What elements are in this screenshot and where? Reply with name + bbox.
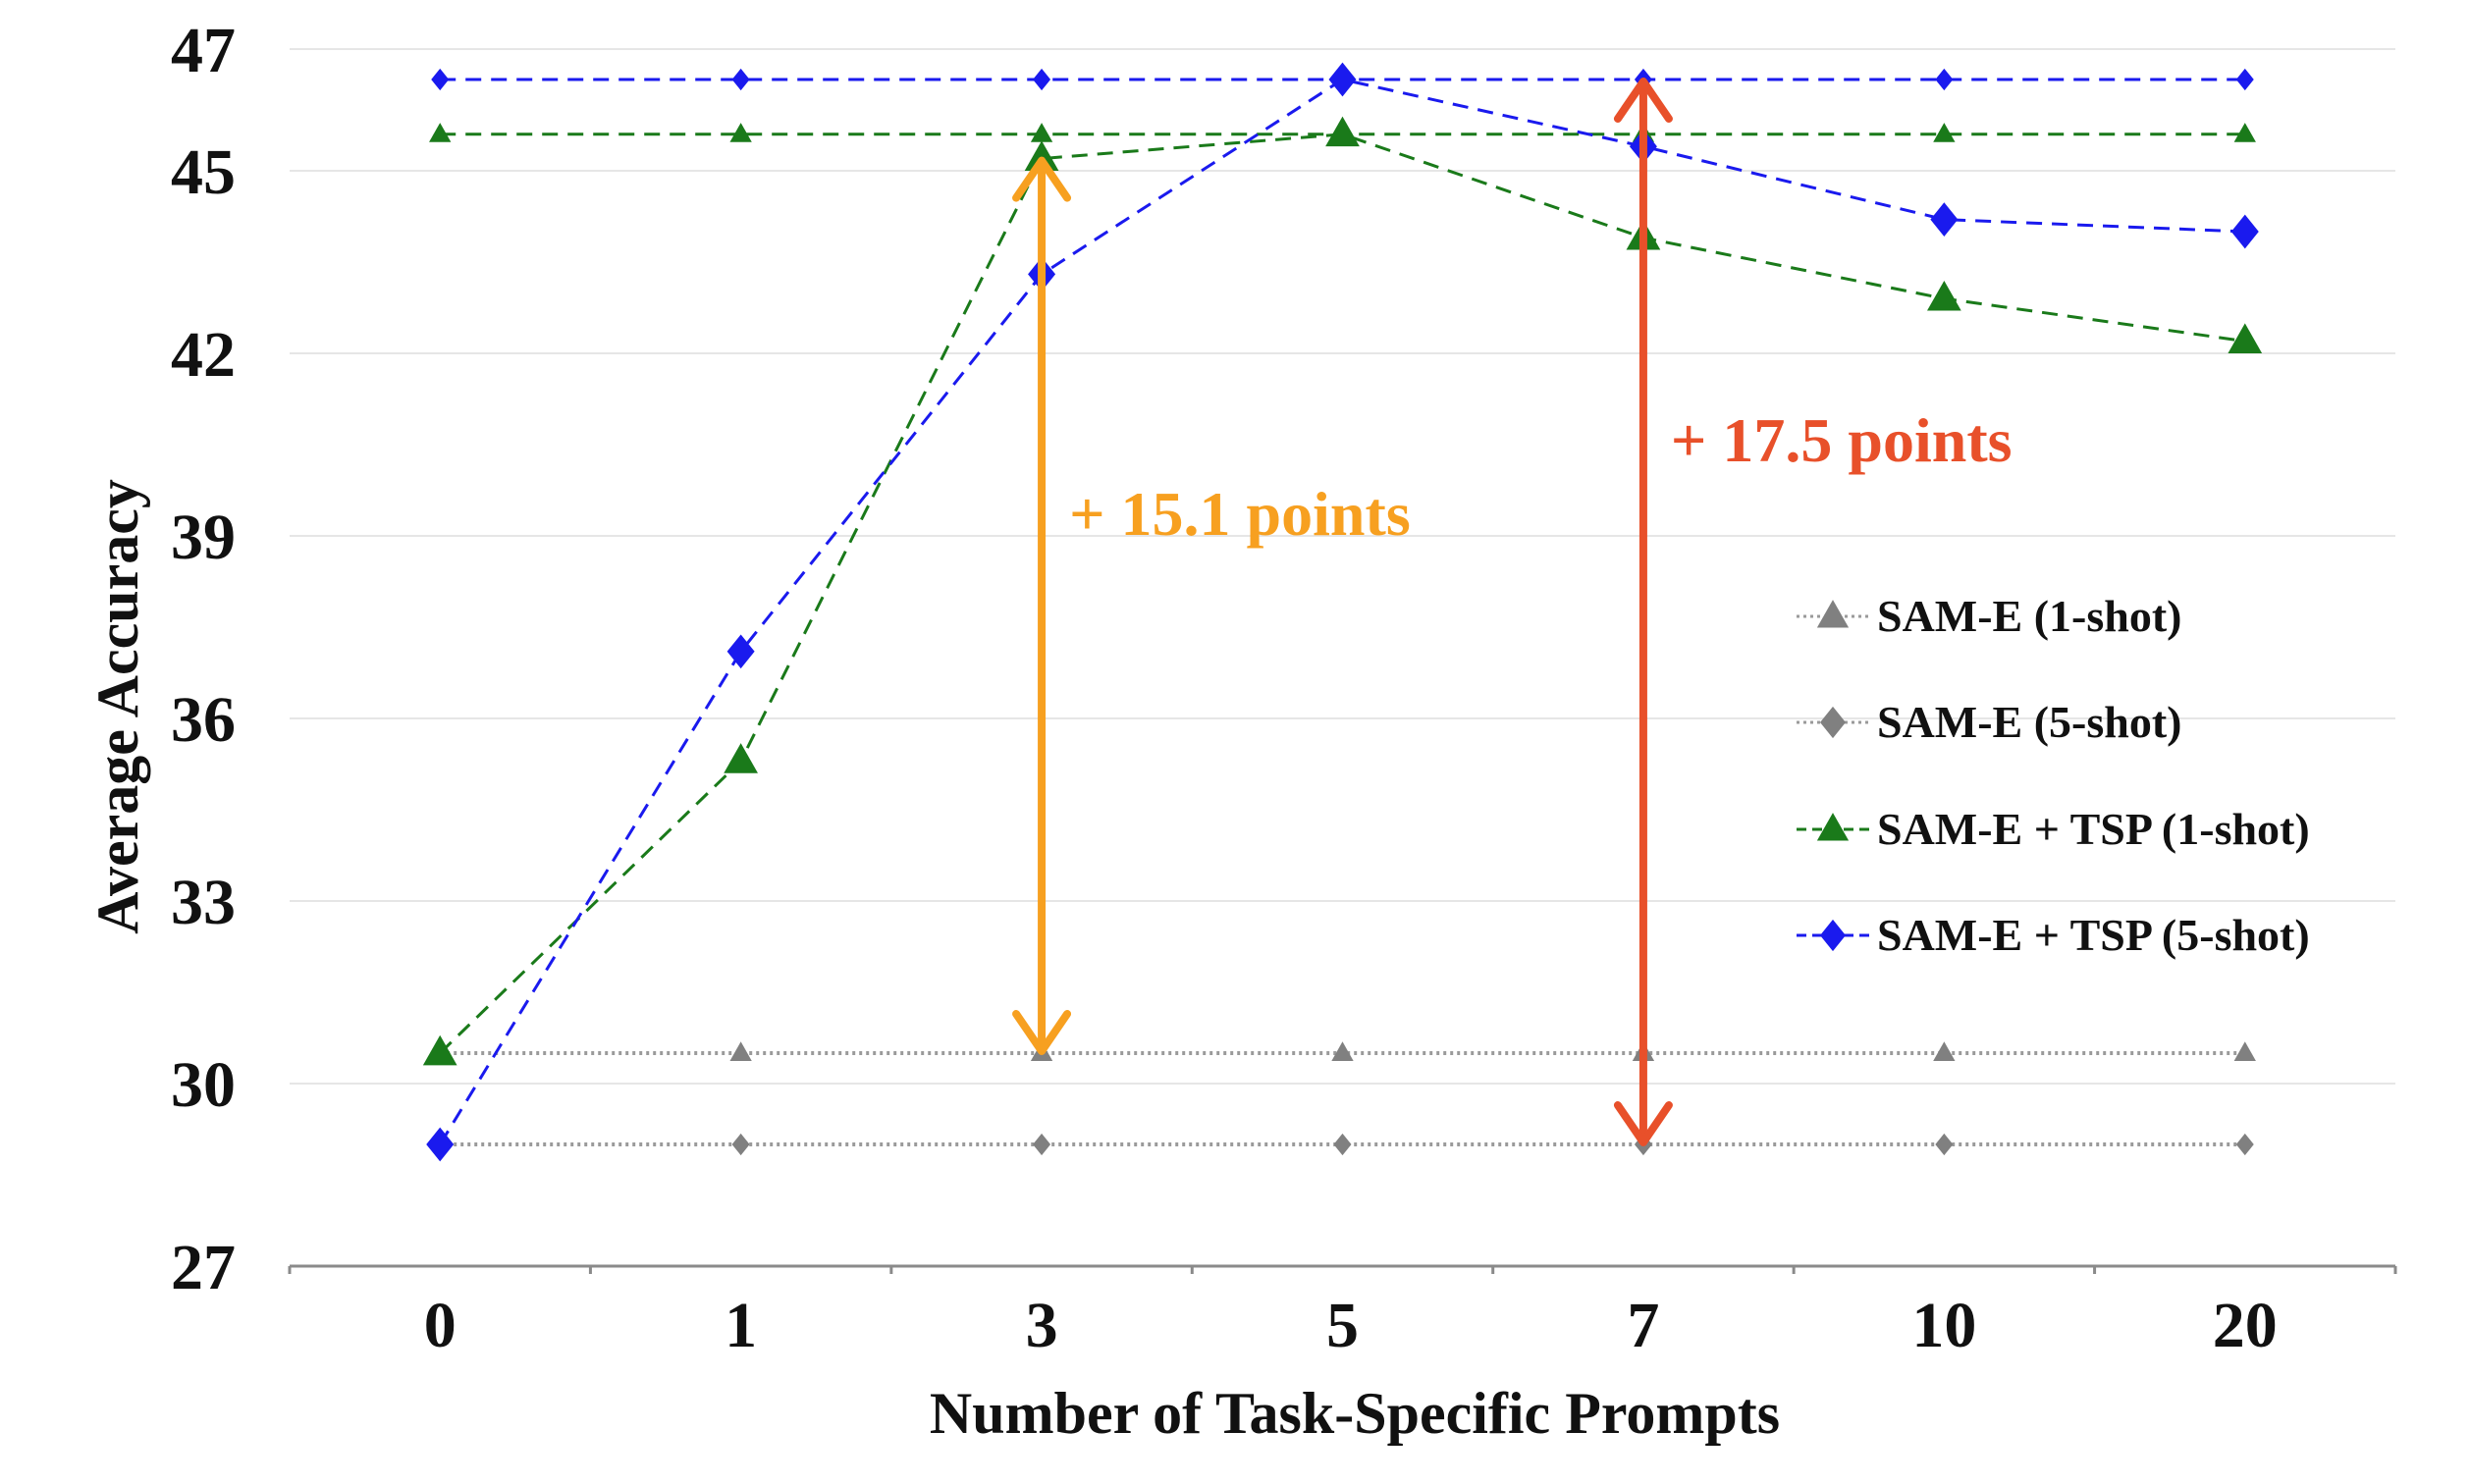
legend-label: SAM-E + TSP (5-shot): [1877, 910, 2310, 960]
y-tick-labels: 27 30 33 36 39 42 45 47: [171, 15, 236, 1303]
annotations: + 15.1 points + 17.5 points: [1012, 78, 2013, 1146]
y-tick-label: 30: [171, 1049, 236, 1121]
y-tick-label: 33: [171, 867, 236, 938]
data-point: [729, 1041, 752, 1061]
data-point: [1926, 280, 1961, 311]
annotation-arrowhead-top: [1613, 78, 1673, 123]
y-tick-label: 45: [171, 136, 236, 208]
x-tick-label: 3: [1026, 1290, 1058, 1361]
y-tick-label: 36: [171, 684, 236, 756]
x-tick-label: 7: [1627, 1290, 1659, 1361]
data-point: [426, 1127, 455, 1162]
legend-label: SAM-E + TSP (1-shot): [1877, 804, 2310, 854]
grid-lines: [290, 48, 2395, 1085]
data-point: [1935, 1133, 1954, 1156]
data-point: [1933, 1041, 1956, 1061]
series-lines: [422, 62, 2263, 1162]
data-point: [422, 1034, 457, 1066]
y-tick-label: 39: [171, 502, 236, 573]
reference-marker: [1033, 68, 1051, 91]
data-point: [1333, 1133, 1352, 1156]
annotation-arrowhead-bottom: [1613, 1101, 1673, 1146]
annotation-label: + 15.1 points: [1069, 479, 1411, 549]
x-axis-title: Number of Task-Specific Prompts: [930, 1381, 1780, 1446]
data-point: [1024, 140, 1059, 171]
data-point: [731, 1133, 750, 1156]
x-tick-label: 5: [1326, 1290, 1359, 1361]
x-tick-labels: 0 1 3 5 7 10 20: [424, 1290, 2278, 1361]
axes: [288, 1264, 2397, 1274]
data-point: [1331, 1041, 1354, 1061]
legend-marker: [1820, 706, 1846, 739]
legend-marker: [1816, 813, 1850, 841]
data-point: [2228, 323, 2263, 353]
y-tick-label: 42: [171, 319, 236, 391]
reference-marker: [1933, 123, 1956, 142]
annotation-label: + 17.5 points: [1671, 405, 2013, 475]
reference-marker: [2233, 123, 2256, 142]
data-point: [2233, 1041, 2256, 1061]
x-tick-label: 0: [424, 1290, 456, 1361]
legend-label: SAM-E (5-shot): [1877, 697, 2181, 747]
x-tick-label: 1: [725, 1290, 757, 1361]
data-point: [1325, 116, 1360, 147]
reference-marker: [2235, 68, 2254, 91]
data-point: [1033, 1133, 1051, 1156]
data-point: [726, 634, 755, 669]
reference-marker: [729, 123, 752, 142]
legend-marker: [1820, 919, 1846, 952]
y-axis-title: Average Accuracy: [85, 479, 150, 934]
x-tick-label: 10: [1911, 1290, 1976, 1361]
data-point: [1930, 202, 1959, 237]
reference-marker: [731, 68, 750, 91]
data-point: [1328, 62, 1357, 97]
legend-label: SAM-E (1-shot): [1877, 591, 2181, 641]
legend-marker: [1816, 600, 1850, 628]
annotation-arrowhead-top: [1012, 156, 1072, 202]
reference-marker: [431, 68, 450, 91]
reference-marker: [429, 123, 452, 142]
legend: SAM-E (1-shot) SAM-E (5-shot) SAM-E + TSP …: [1797, 591, 2310, 960]
reference-marker: [1935, 68, 1954, 91]
reference-marker: [1030, 123, 1053, 142]
data-point: [2230, 214, 2259, 249]
annotation-arrowhead-bottom: [1012, 1010, 1072, 1055]
y-tick-label: 47: [171, 15, 236, 86]
data-point: [724, 743, 759, 773]
data-point: [2235, 1133, 2254, 1156]
x-tick-label: 20: [2213, 1290, 2278, 1361]
y-tick-label: 27: [171, 1232, 236, 1303]
